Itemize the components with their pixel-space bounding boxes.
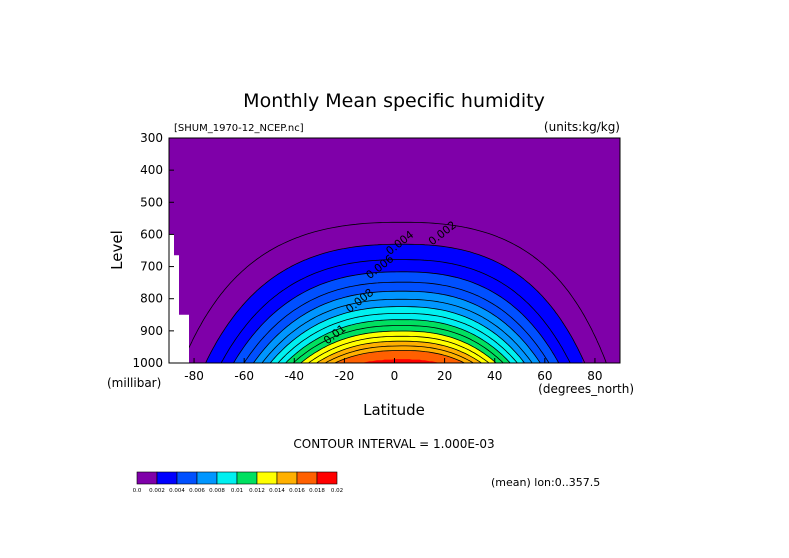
y-unit-label: (millibar) <box>107 376 161 390</box>
x-tick-label: -60 <box>234 369 254 383</box>
mean-text: (mean) lon:0..357.5 <box>491 476 600 489</box>
x-tick-label: -80 <box>184 369 204 383</box>
contour-line <box>308 335 490 364</box>
contour-line <box>205 243 586 364</box>
contour-line <box>269 306 525 364</box>
colorbar-label: 0.004 <box>169 488 185 494</box>
y-axis-label: Level <box>108 230 126 270</box>
colorbar-label: 0.014 <box>269 488 285 494</box>
y-tick-label: 900 <box>140 324 163 338</box>
colorbar-swatch <box>316 471 338 485</box>
x-tick-label: 60 <box>537 369 552 383</box>
x-tick-label: 0 <box>391 369 399 383</box>
contour-line <box>233 271 560 364</box>
colorbar-swatch <box>256 471 278 485</box>
x-tick-label: 20 <box>437 369 452 383</box>
y-tick-label: 300 <box>140 131 163 145</box>
x-unit-label: (degrees_north) <box>538 382 634 396</box>
contour-line <box>220 259 571 364</box>
contour-fill-band <box>361 359 440 363</box>
colorbar-label: 0.002 <box>149 488 165 494</box>
colorbar-label: 0.01 <box>231 488 243 494</box>
y-axis: 300 400 500 600 700 800 900 1000 <box>132 131 174 370</box>
colorbar-label: 0.006 <box>189 488 205 494</box>
contour-line <box>243 281 550 364</box>
chart-title: Monthly Mean specific humidity <box>243 90 545 112</box>
y-tick-label: 700 <box>140 260 163 274</box>
colorbar-label: 0.008 <box>209 488 225 494</box>
colorbar-swatch <box>296 471 318 485</box>
contour-lines <box>181 221 607 364</box>
colorbar-swatch <box>236 471 258 485</box>
colorbar-label: 0.016 <box>289 488 305 494</box>
units-label: (units:kg/kg) <box>544 120 620 134</box>
colorbar-swatch <box>216 471 238 485</box>
colorbar-label: 0.012 <box>249 488 265 494</box>
contour-line <box>292 325 504 364</box>
contour-fill-band <box>336 350 463 363</box>
x-axis-label: Latitude <box>363 401 425 419</box>
contour-line <box>261 298 533 364</box>
filled-contours <box>206 244 583 363</box>
colorbar-swatch <box>176 471 198 485</box>
contour-interval-text: CONTOUR INTERVAL = 1.000E-03 <box>293 437 494 451</box>
contour-line <box>253 290 541 364</box>
y-tick-label: 800 <box>140 292 163 306</box>
colorbar-label: 0.02 <box>331 488 343 494</box>
contour-line <box>316 340 482 364</box>
y-tick-label: 400 <box>140 163 163 177</box>
colorbar-swatch <box>156 471 178 485</box>
contour-line <box>285 319 511 364</box>
y-tick-label: 500 <box>140 195 163 209</box>
x-tick-label: 40 <box>487 369 502 383</box>
x-tick-label: -20 <box>335 369 355 383</box>
y-tick-label: 600 <box>140 227 163 241</box>
x-tick-label: -40 <box>284 369 304 383</box>
contour-line <box>325 345 474 364</box>
y-tick-label: 1000 <box>132 356 163 370</box>
colorbar-label: 0.0 <box>133 488 142 494</box>
x-tick-label: 80 <box>587 369 602 383</box>
colorbar-swatch <box>136 471 158 485</box>
colorbar-swatch <box>276 471 298 485</box>
colorbar: 0.0 0.002 0.004 0.006 0.008 0.01 0.012 0.014 0.0… <box>133 471 343 494</box>
file-label: [SHUM_1970-12_NCEP.nc] <box>174 123 304 134</box>
colorbar-swatch <box>196 471 218 485</box>
x-axis: -80 -60 -40 -20 0 20 40 60 80 <box>184 358 603 383</box>
colorbar-label: 0.018 <box>309 488 325 494</box>
contour-line <box>334 350 465 364</box>
